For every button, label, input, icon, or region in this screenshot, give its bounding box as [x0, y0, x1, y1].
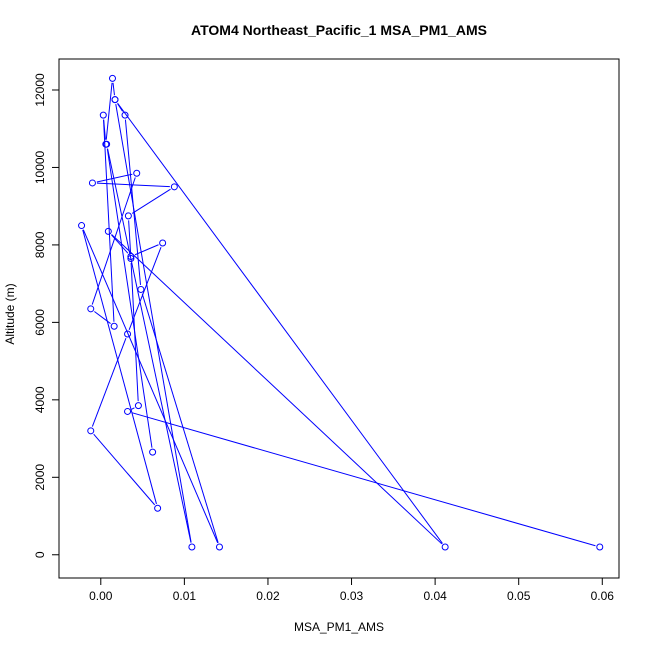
data-point [154, 504, 162, 512]
x-axis-label: MSA_PM1_AMS [294, 620, 384, 634]
data-point [87, 427, 95, 435]
data-point [149, 448, 157, 456]
data-point [137, 285, 145, 293]
data-point [134, 402, 142, 410]
data-point [170, 183, 178, 191]
series-line-segment [103, 119, 115, 322]
y-tick-label: 0 [33, 551, 47, 558]
x-tick-label: 0.00 [89, 589, 113, 603]
series-line-segment [112, 82, 115, 96]
series-line-segment [131, 188, 171, 214]
data-point [159, 239, 167, 247]
x-tick-label: 0.06 [591, 589, 615, 603]
series-line-segment [91, 177, 136, 305]
series-line-segment [117, 102, 443, 544]
x-tick-label: 0.04 [423, 589, 447, 603]
data-point [111, 96, 119, 104]
series-line-segment [82, 229, 219, 544]
data-point [99, 111, 107, 119]
data-point [124, 407, 132, 415]
y-axis-label: Altitude (m) [3, 283, 17, 344]
series-line-segment [107, 148, 192, 543]
series-line-segment [96, 182, 170, 188]
y-tick-label: 6000 [33, 309, 47, 336]
y-tick-label: 2000 [33, 464, 47, 491]
data-point [215, 543, 223, 551]
plot-area [78, 74, 604, 551]
x-tick-label: 0.03 [340, 589, 364, 603]
y-tick-label: 10000 [33, 150, 47, 184]
data-point [103, 140, 111, 148]
series-line-segment [141, 293, 219, 543]
x-tick-label: 0.01 [173, 589, 197, 603]
data-point [127, 253, 135, 261]
y-tick-label: 4000 [33, 386, 47, 413]
y-tick-label: 12000 [33, 73, 47, 107]
data-point [188, 543, 196, 551]
series-line-segment [105, 82, 113, 140]
data-point [121, 111, 129, 119]
series-line-segment [115, 104, 192, 543]
data-point [88, 179, 96, 187]
series-line-segment [131, 407, 135, 410]
data-point [110, 322, 118, 330]
data-point [87, 305, 95, 313]
series-line-segment [103, 119, 106, 140]
data-point [108, 74, 116, 82]
series-line-segment [110, 234, 129, 254]
series-line-segment [128, 246, 162, 330]
data-point [596, 543, 604, 551]
y-tick-label: 8000 [33, 231, 47, 258]
x-tick-label: 0.05 [507, 589, 531, 603]
data-point [78, 222, 86, 230]
chart-title: ATOM4 Northeast_Pacific_1 MSA_PM1_AMS [191, 22, 487, 38]
series-line-segment [93, 433, 156, 506]
data-point [124, 212, 132, 220]
x-tick-label: 0.02 [256, 589, 280, 603]
series-line-segment [96, 173, 133, 183]
series-line-segment [111, 234, 443, 545]
series-line-segment [128, 220, 132, 255]
data-point [441, 543, 449, 551]
series-line-segment [134, 244, 159, 256]
data-point [133, 169, 141, 177]
series-line-segment [106, 148, 153, 448]
data-point [127, 254, 135, 262]
data-point [104, 227, 112, 235]
series-line-segment [131, 412, 596, 547]
series-line-segment [91, 338, 127, 427]
data-point [124, 330, 132, 338]
series-line-segment [82, 229, 157, 505]
